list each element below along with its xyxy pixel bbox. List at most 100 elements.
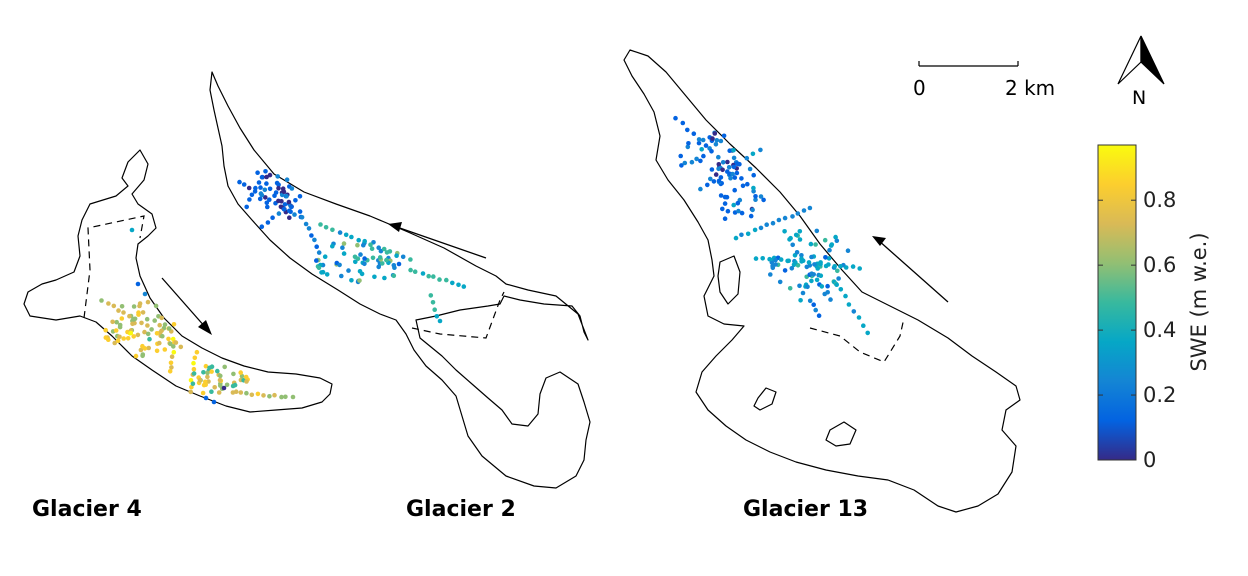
swe-sample-point (376, 245, 382, 250)
swe-sample-point (731, 155, 737, 161)
swe-sample-point (297, 194, 303, 199)
swe-sample-point (244, 204, 249, 210)
swe-sample-point (238, 370, 243, 375)
swe-sample-point (736, 208, 741, 214)
swe-sample-point (750, 207, 755, 213)
swe-sample-point (258, 185, 263, 190)
swe-sample-point (309, 233, 314, 238)
swe-sample-point (283, 394, 288, 400)
swe-sample-point (132, 316, 138, 322)
swe-sample-point (259, 224, 265, 229)
swe-sample-point (274, 180, 280, 186)
swe-sample-point (720, 167, 725, 173)
swe-sample-point (785, 258, 790, 264)
swe-sample-point (117, 324, 123, 330)
swe-sample-point (167, 369, 173, 374)
swe-sample-point (708, 176, 713, 182)
swe-sample-point (116, 308, 121, 313)
swe-sample-point (152, 318, 157, 323)
swe-sample-point (106, 337, 111, 343)
swe-sample-point (713, 172, 719, 177)
swe-sample-point (267, 394, 272, 399)
swe-sample-point (149, 327, 154, 332)
swe-sample-point (267, 186, 273, 192)
swe-sample-point (113, 328, 119, 333)
swe-sample-point (851, 309, 857, 314)
swe-sample-point (263, 195, 268, 200)
swe-sample-point (299, 215, 305, 220)
swe-sample-point (814, 277, 820, 283)
swe-sample-point (808, 241, 814, 247)
swe-sample-point (739, 232, 744, 238)
swe-sample-point (362, 261, 367, 267)
swe-sample-point (135, 281, 141, 287)
swe-sample-point (838, 287, 844, 292)
colorbar-ticks: 0 0.2 0.4 0.6 0.8 (1098, 188, 1176, 472)
swe-sample-point (813, 307, 818, 313)
glacier-2-label: Glacier 2 (406, 497, 516, 522)
swe-sample-point (135, 332, 141, 338)
swe-sample-point (790, 242, 795, 248)
swe-sample-point (117, 334, 122, 340)
swe-sample-point (166, 326, 172, 331)
swe-sample-point (159, 328, 164, 334)
swe-sample-point (832, 264, 837, 269)
swe-sample-point (747, 166, 753, 172)
swe-sample-point (793, 232, 799, 238)
swe-sample-point (753, 197, 758, 202)
swe-sample-point (339, 273, 344, 279)
glacier-4-accumulation-boundary (83, 215, 145, 319)
swe-sample-point (369, 246, 375, 251)
swe-sample-point (710, 136, 715, 141)
swe-sample-point (284, 177, 290, 182)
swe-sample-point (797, 237, 803, 242)
swe-sample-point (281, 189, 287, 194)
swe-sample-point (145, 299, 151, 305)
swe-sample-point (190, 381, 196, 387)
swe-sample-point (103, 327, 108, 333)
swe-sample-point (192, 355, 198, 361)
swe-sample-point (811, 302, 816, 308)
swe-sample-point (835, 268, 840, 274)
swe-sample-point (276, 211, 282, 216)
swe-sample-point (209, 369, 214, 374)
swe-sample-point (699, 147, 704, 152)
swe-sample-point (739, 176, 744, 181)
swe-sample-point (725, 159, 730, 165)
swe-sample-point (829, 242, 835, 247)
swe-sample-point (861, 323, 866, 329)
swe-sample-point (777, 279, 783, 285)
swe-sample-point (284, 193, 289, 199)
swe-sample-point (330, 227, 335, 233)
glacier-13-accumulation-boundary (809, 317, 905, 363)
swe-sample-point (340, 245, 345, 250)
swe-sample-point (845, 248, 851, 253)
swe-sample-point (322, 254, 328, 259)
swe-sample-point (237, 179, 242, 185)
swe-sample-point (698, 186, 703, 192)
swe-sample-point (106, 301, 111, 306)
swe-sample-point (197, 377, 203, 383)
swe-sample-point (356, 237, 362, 243)
swe-sample-point (751, 189, 756, 194)
swe-sample-point (121, 310, 126, 315)
swe-sample-point (378, 248, 384, 254)
swe-sample-point (162, 322, 168, 327)
swe-sample-point (211, 399, 217, 405)
swe-sample-point (154, 348, 160, 354)
glacier-4-label: Glacier 4 (32, 497, 142, 522)
swe-sample-point (680, 120, 686, 126)
colorbar-tick-label: 0.6 (1143, 253, 1176, 277)
swe-sample-point (131, 334, 136, 339)
glacier-13-label: Glacier 13 (743, 497, 868, 522)
swe-sample-point (140, 353, 145, 359)
swe-sample-point (744, 155, 750, 161)
swe-sample-point (798, 298, 803, 303)
swe-sample-point (682, 160, 688, 166)
swe-sample-point (750, 151, 756, 157)
colorbar-tick-label: 0.4 (1143, 318, 1176, 342)
swe-sample-point (809, 278, 814, 284)
swe-sample-point (809, 254, 814, 260)
scale-start-label: 0 (913, 76, 926, 100)
swe-sample-point (215, 368, 220, 374)
